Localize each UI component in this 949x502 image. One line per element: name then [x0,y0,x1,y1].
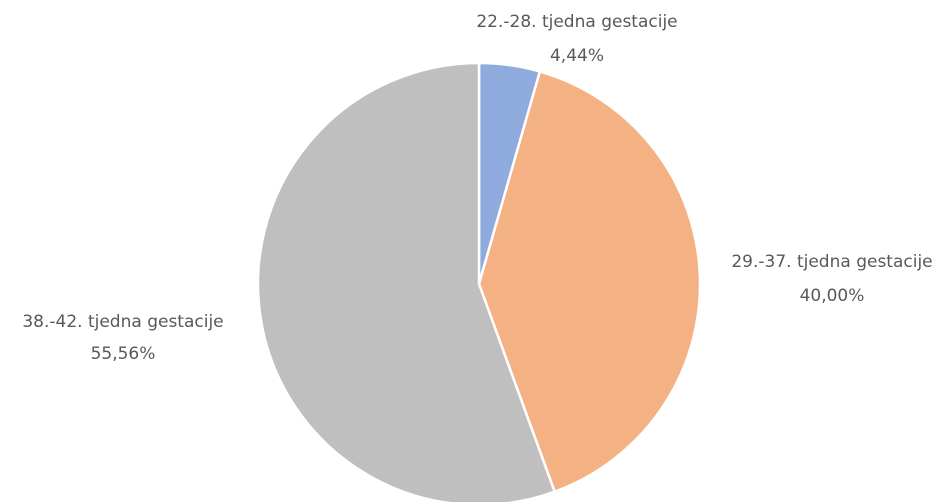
slice-label: 29.-37. tjedna gestacije [731,252,932,272]
slice-value: 40,00% [800,286,865,306]
pie-slice [256,61,557,502]
slice-label: 38.-42. tjedna gestacije [22,312,223,332]
slice-value: 55,56% [91,344,156,364]
slice-value: 4,44% [550,46,604,66]
slice-label: 22.-28. tjedna gestacije [476,12,677,32]
pie-slice [477,69,702,494]
